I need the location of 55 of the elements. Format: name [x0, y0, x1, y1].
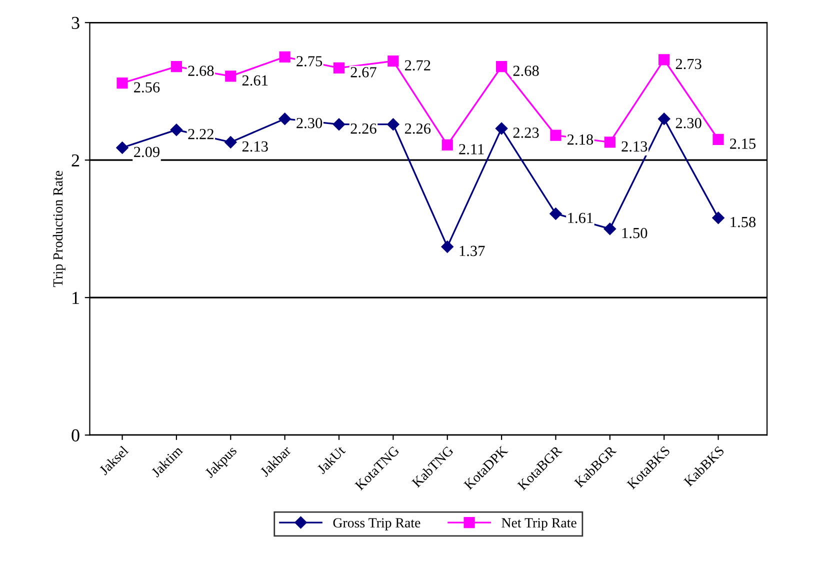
point [658, 54, 670, 66]
point [278, 112, 291, 125]
legend-label: Gross Trip Rate [333, 518, 420, 530]
point [550, 130, 562, 141]
point [604, 136, 616, 148]
point [388, 56, 399, 67]
point [496, 61, 508, 72]
data-label: 2.67 [350, 67, 376, 78]
point [224, 136, 237, 148]
point [712, 134, 724, 146]
point [225, 70, 236, 82]
data-label: 2.09 [134, 146, 160, 158]
point [495, 122, 508, 135]
data-label: 2.11 [459, 144, 484, 154]
point [116, 142, 128, 154]
data-label: 2.15 [730, 138, 756, 149]
y-tick-label: 2 [72, 154, 80, 166]
data-label: 2.13 [242, 141, 268, 152]
data-label: 2.30 [676, 118, 702, 128]
data-label: 2.75 [296, 56, 322, 66]
y-tick-label: 0 [72, 429, 80, 442]
data-label: 2.26 [350, 123, 376, 134]
point [604, 222, 616, 235]
data-label: 2.68 [188, 66, 214, 76]
data-label: 2.73 [676, 58, 702, 70]
point [332, 118, 346, 130]
point [170, 124, 183, 136]
point [441, 240, 454, 253]
y-axis-title: Trip Production Rate [52, 170, 66, 287]
data-label: 2.18 [568, 134, 593, 145]
data-label: 2.23 [513, 128, 539, 138]
point [170, 61, 182, 72]
data-label: 2.30 [296, 118, 322, 128]
data-label: 2.22 [188, 128, 214, 140]
y-tick-label: 3 [72, 16, 80, 30]
data-label: 1.58 [730, 216, 756, 228]
y-tick-label: 1 [72, 292, 79, 304]
point [550, 208, 562, 220]
data-label: 2.56 [134, 82, 160, 93]
data-label: 1.50 [622, 228, 648, 238]
point [712, 212, 724, 224]
point [279, 51, 290, 63]
data-label: 1.61 [568, 212, 593, 224]
point [442, 139, 453, 151]
data-label: 2.68 [513, 66, 539, 76]
data-label: 2.72 [404, 60, 430, 71]
point [387, 118, 400, 130]
data-label: 2.61 [242, 75, 268, 86]
point [116, 78, 128, 89]
legend-label: Net Trip Rate [502, 518, 576, 530]
data-label: 2.26 [404, 123, 431, 134]
data-label: 1.37 [460, 246, 485, 256]
point [333, 62, 345, 74]
point [658, 112, 670, 125]
data-label: 2.13 [622, 141, 648, 152]
